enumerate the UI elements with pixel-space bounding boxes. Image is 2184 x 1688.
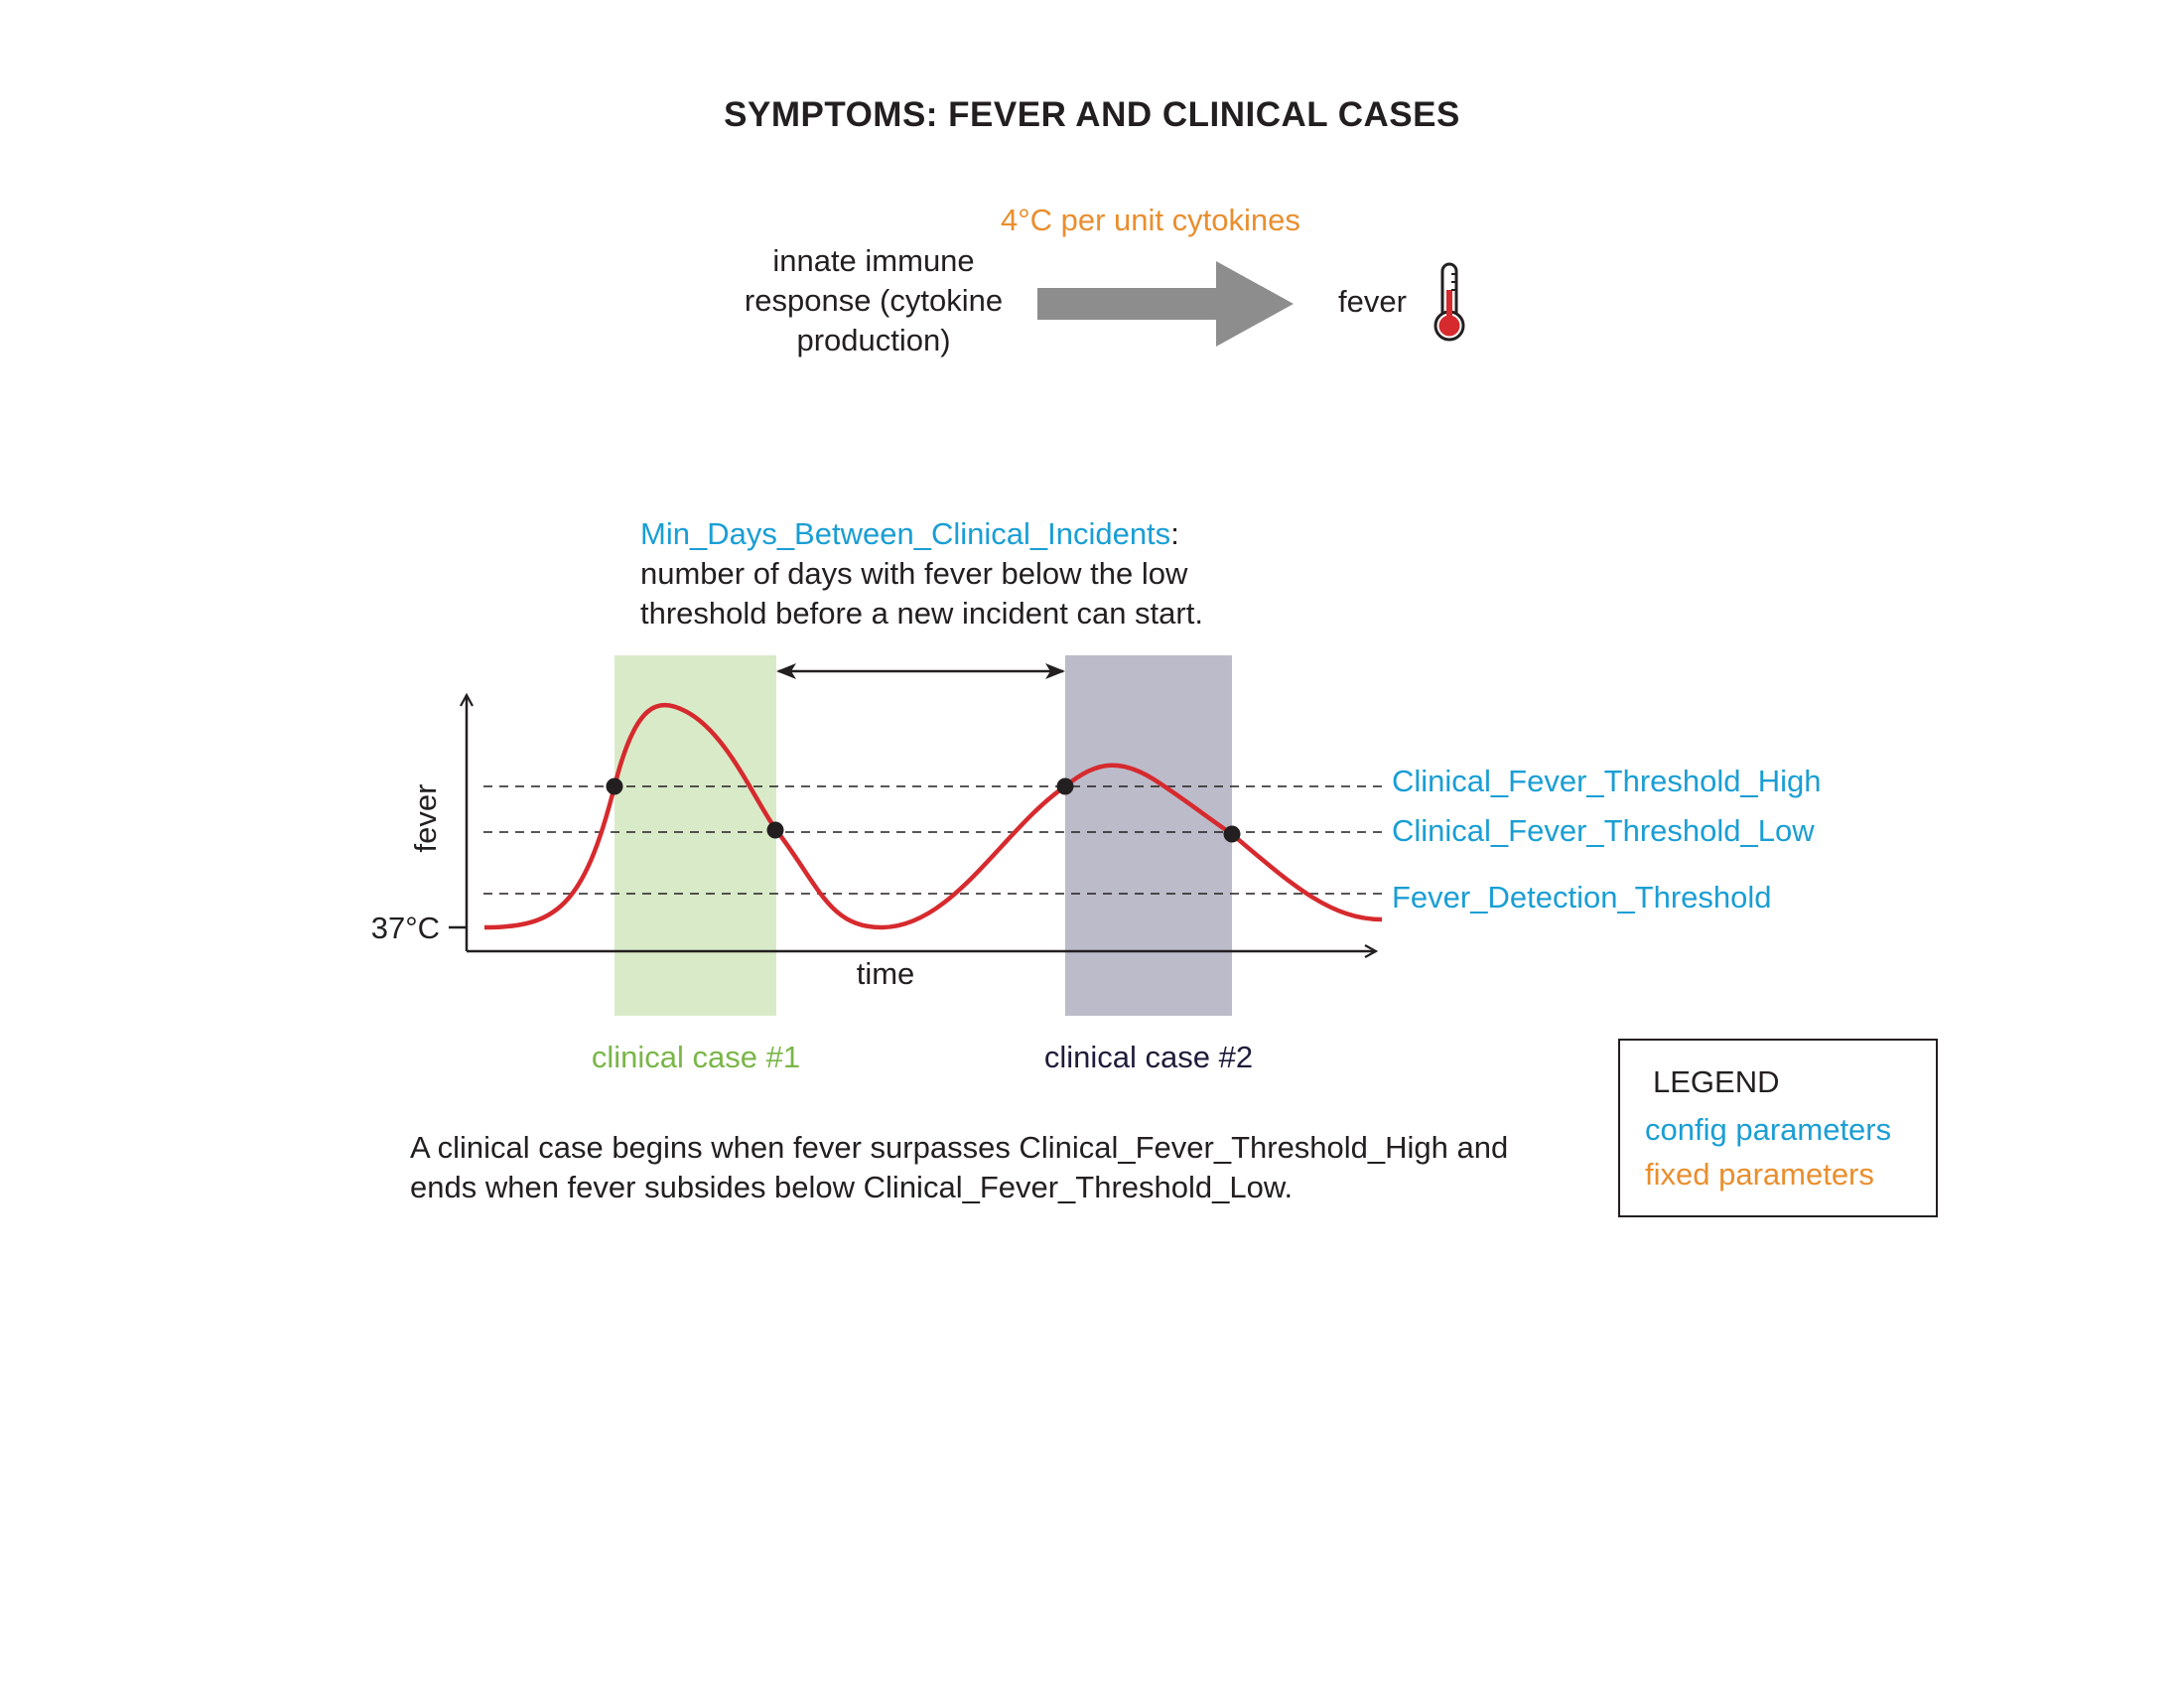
fever-curve [483, 702, 1383, 930]
legend: LEGEND config parameters fixed parameter… [1618, 1039, 1938, 1217]
caption: A clinical case begins when fever surpas… [410, 1128, 1508, 1207]
page-title: SYMPTOMS: FEVER AND CLINICAL CASES [724, 95, 1460, 134]
case-2-start-point [1056, 777, 1074, 795]
innate-response-label: innate immune response (cytokine product… [695, 241, 1052, 360]
fever-rate-label: 4°C per unit cytokines [1001, 203, 1300, 237]
clinical-case-2-label: clinical case #2 [1044, 1040, 1253, 1074]
legend-title: LEGEND [1653, 1064, 1780, 1099]
caption-line-1: A clinical case begins when fever surpas… [410, 1130, 1509, 1165]
min-days-annotation: Min_Days_Between_Clinical_Incidents: num… [640, 514, 1203, 633]
min-days-param-name: Min_Days_Between_Clinical_Incidents [640, 516, 1171, 551]
y-axis-label: fever [408, 784, 443, 853]
x-axis-label: time [857, 956, 915, 991]
legend-item-config: config parameters [1645, 1112, 1892, 1147]
innate-response-line-1: innate immune [772, 243, 975, 278]
clinical-case-2-band [1065, 655, 1232, 1016]
case-1-start-point [606, 777, 623, 795]
case-2-end-point [1223, 825, 1241, 843]
min-days-param-colon: : [1170, 516, 1179, 551]
baseline-tick-label: 37°C [371, 911, 440, 945]
thermometer-icon [1433, 262, 1465, 342]
legend-item-fixed: fixed parameters [1645, 1157, 1874, 1192]
flow-arrow [1037, 261, 1294, 347]
innate-response-line-2: response (cytokine [744, 283, 1004, 318]
detection-threshold-label: Fever_Detection_Threshold [1392, 880, 1772, 914]
clinical-case-1-label: clinical case #1 [592, 1040, 800, 1074]
innate-response-line-3: production) [796, 323, 951, 357]
min-days-description-line-1: number of days with fever below the low [640, 556, 1188, 591]
fever-label: fever [1338, 284, 1407, 319]
clinical-case-1-band [614, 655, 776, 1016]
case-1-end-point [766, 821, 784, 839]
threshold-high-label: Clinical_Fever_Threshold_High [1392, 764, 1822, 798]
min-days-description-line-2: threshold before a new incident can star… [640, 596, 1203, 631]
min-days-param-line: Min_Days_Between_Clinical_Incidents: [640, 514, 1203, 554]
threshold-low-label: Clinical_Fever_Threshold_Low [1392, 813, 1815, 848]
caption-line-2: ends when fever subsides below Clinical_… [410, 1170, 1294, 1204]
